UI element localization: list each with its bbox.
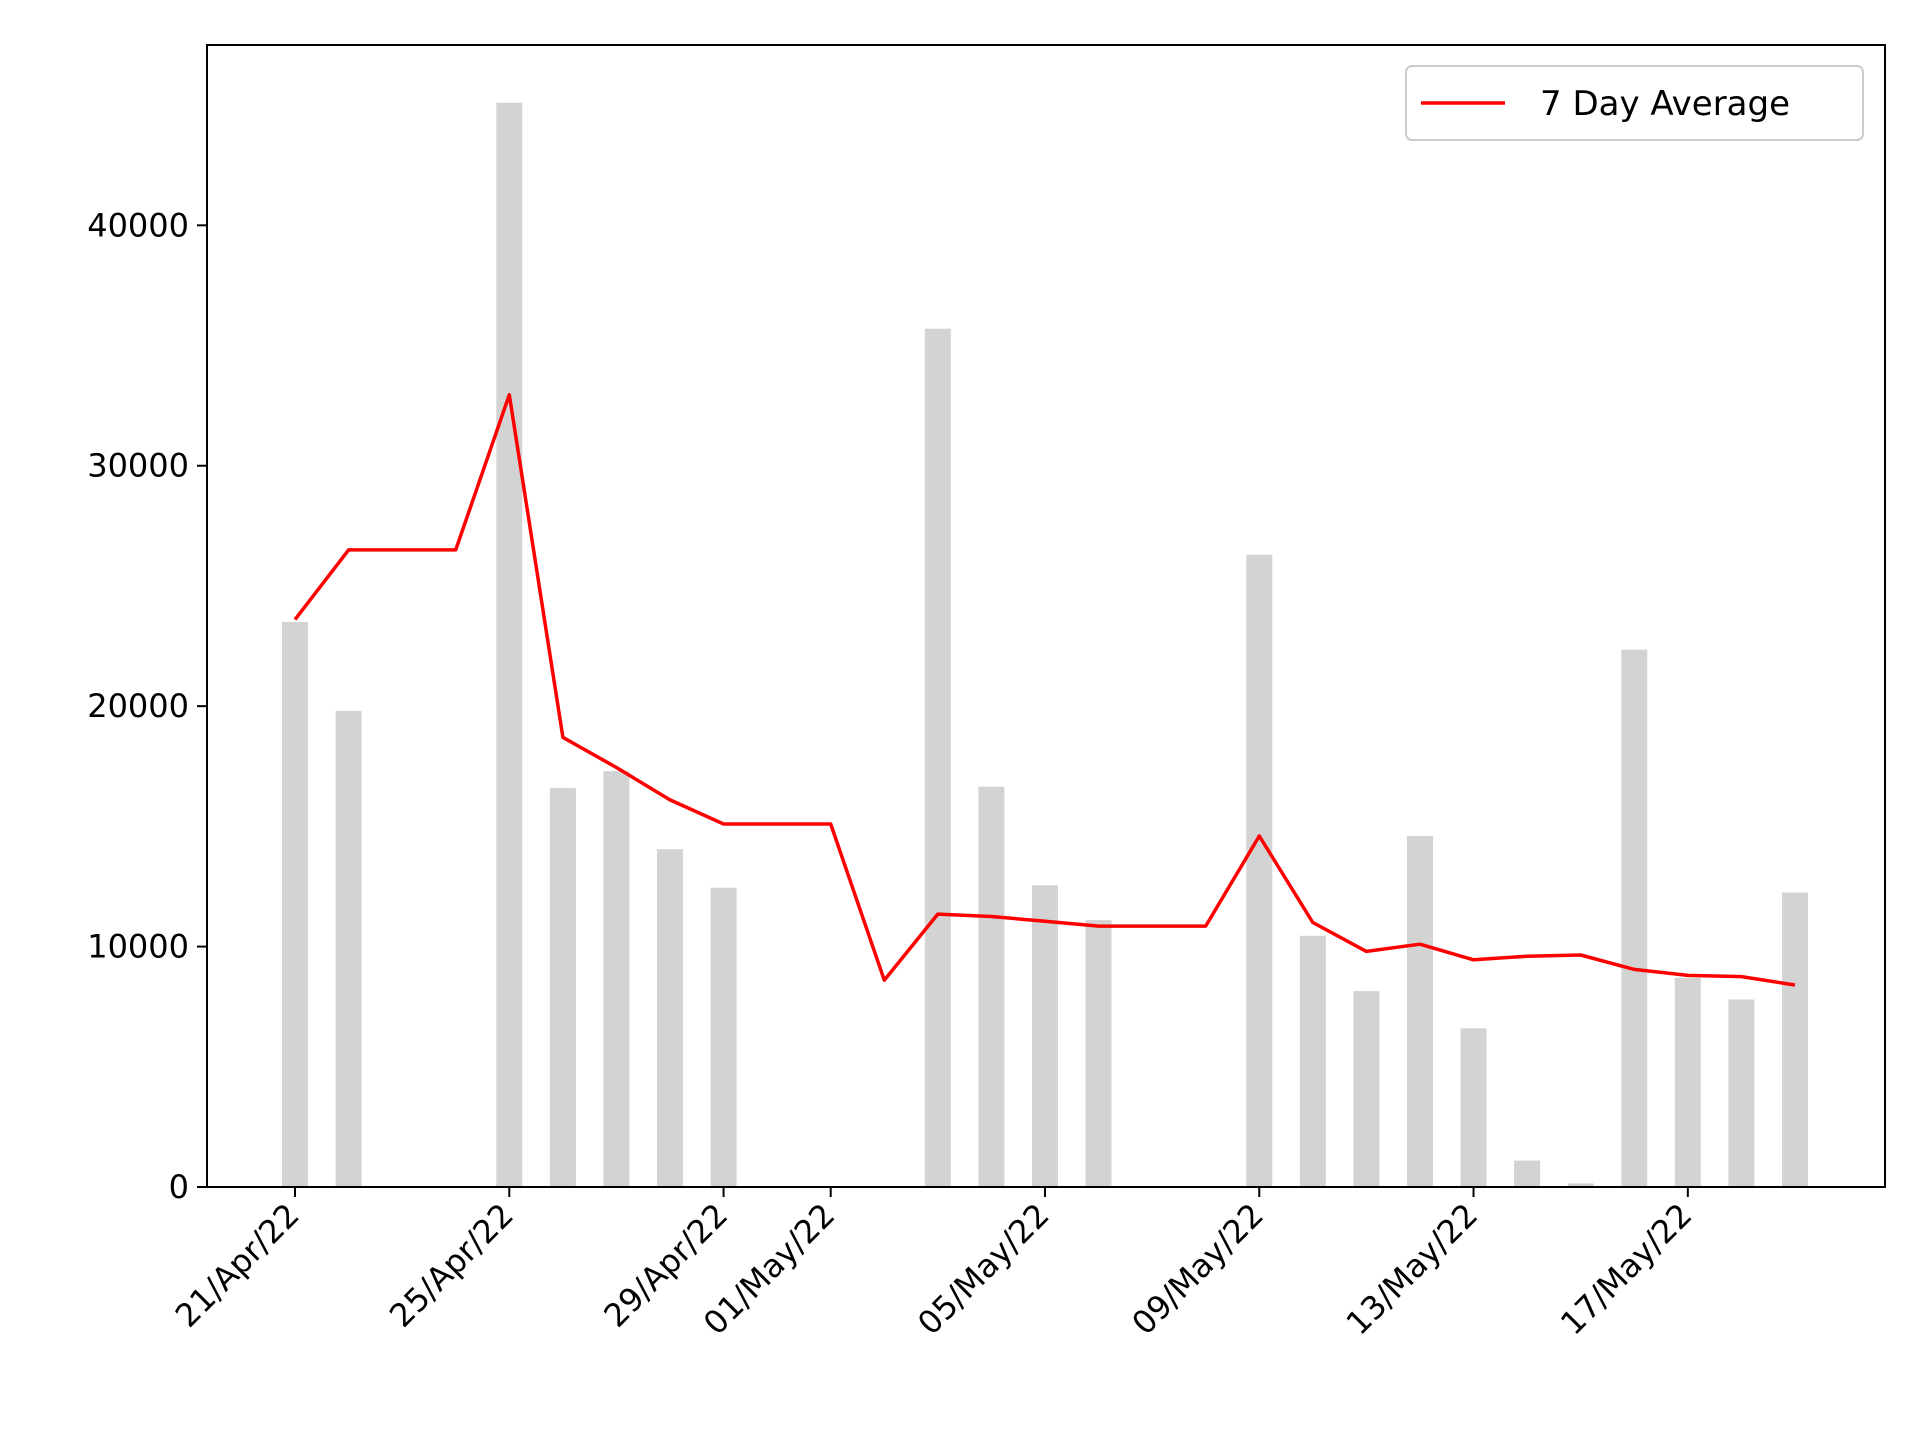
- y-tick-label: 10000: [87, 928, 189, 966]
- bar: [1782, 892, 1808, 1187]
- bar: [924, 328, 951, 1187]
- average-line: [293, 393, 1796, 987]
- bar: [549, 787, 576, 1187]
- bar: [657, 849, 683, 1187]
- plot-frame: [206, 44, 1886, 1188]
- y-axis: 0 10000 20000 30000 40000: [87, 206, 207, 1206]
- bar: [1728, 999, 1755, 1187]
- bar: [1514, 1160, 1541, 1187]
- bar: [1460, 1028, 1487, 1187]
- bar: [496, 102, 523, 1188]
- bar: [1085, 920, 1112, 1187]
- bar: [335, 711, 362, 1187]
- bar: [282, 622, 308, 1187]
- bar: [1674, 977, 1701, 1187]
- bar: [1567, 1183, 1594, 1187]
- bar: [1246, 554, 1273, 1187]
- bar: [978, 786, 1005, 1187]
- legend-box: [1405, 65, 1864, 141]
- bar: [1407, 836, 1433, 1187]
- y-tick-label: 0: [169, 1168, 189, 1206]
- y-tick-label: 20000: [87, 687, 189, 725]
- bar-series: [282, 102, 1808, 1188]
- y-tick-label: 30000: [87, 447, 189, 485]
- bar: [1299, 935, 1326, 1187]
- legend-label: 7 Day Average: [1540, 84, 1790, 124]
- bar: [1353, 991, 1380, 1187]
- bar: [603, 771, 630, 1187]
- bar: [710, 887, 737, 1187]
- y-tick-label: 40000: [87, 206, 189, 244]
- bar: [1621, 649, 1648, 1187]
- legend: 7 Day Average: [1405, 65, 1864, 141]
- bar: [1032, 885, 1058, 1187]
